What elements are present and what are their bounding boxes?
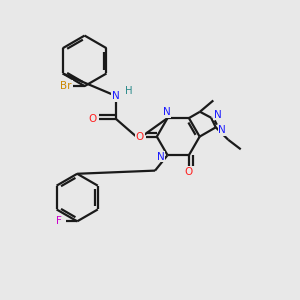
Text: N: N <box>214 110 221 120</box>
Text: O: O <box>89 114 97 124</box>
Text: F: F <box>56 216 62 226</box>
Text: Br: Br <box>60 81 72 91</box>
Text: H: H <box>124 85 132 96</box>
Text: N: N <box>157 152 165 162</box>
Text: O: O <box>185 167 193 177</box>
Text: N: N <box>112 91 120 101</box>
Text: N: N <box>163 107 171 117</box>
Text: N: N <box>218 125 226 135</box>
Text: O: O <box>136 132 144 142</box>
